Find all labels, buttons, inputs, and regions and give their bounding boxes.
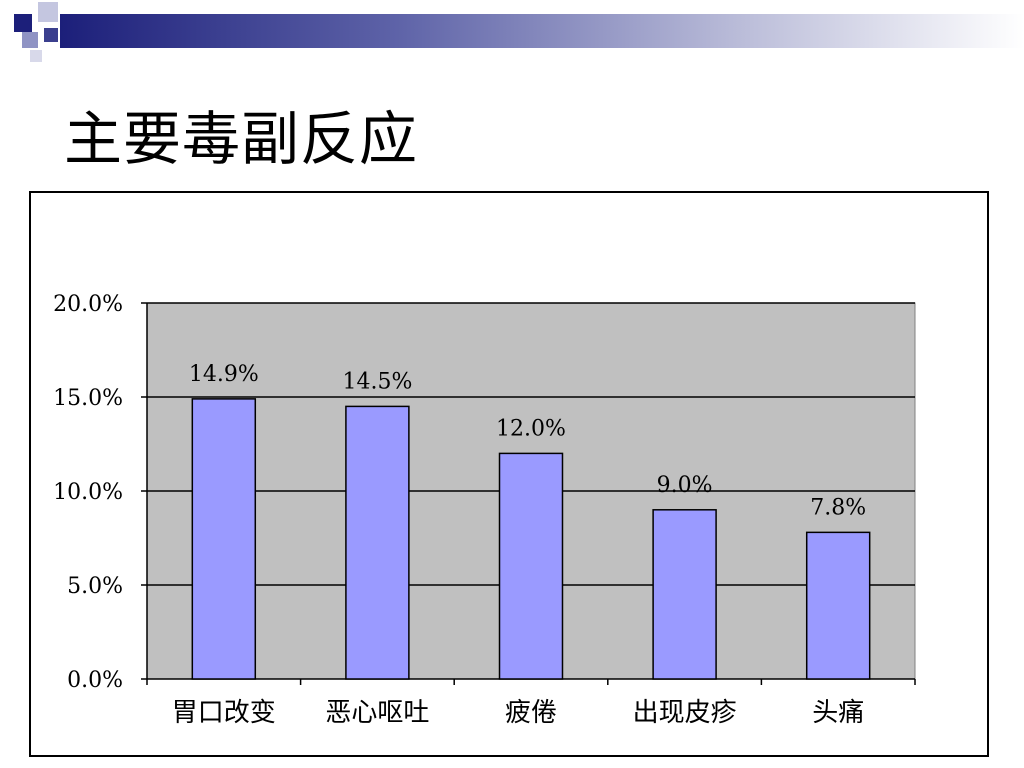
page-title: 主要毒副反应: [64, 105, 419, 173]
category-label: 恶心呕吐: [325, 698, 429, 728]
bar: [805, 531, 871, 680]
y-tick-label: 0.0%: [67, 668, 123, 693]
decorative-square: [30, 50, 42, 62]
decorative-square: [44, 28, 58, 42]
bar-chart: 0.0% 5.0% 10.0% 15.0% 20.0% 14.9% 胃口改变 14.5% 恶心呕…: [53, 292, 916, 728]
chart-frame: 0.0% 5.0% 10.0% 15.0% 20.0% 14.9% 胃口改变 14.5% 恶心呕…: [29, 191, 989, 757]
decorative-square: [14, 14, 32, 32]
header-band: [60, 14, 1024, 48]
data-label: 14.5%: [342, 369, 412, 394]
bar: [345, 405, 410, 680]
y-tick-label: 15.0%: [53, 386, 123, 411]
data-label: 14.9%: [189, 362, 259, 387]
y-tick-label: 5.0%: [67, 574, 123, 599]
data-label: 7.8%: [810, 495, 866, 520]
category-label: 出现皮疹: [633, 698, 737, 728]
category-label: 头痛: [812, 698, 864, 728]
data-label: 9.0%: [657, 473, 713, 498]
category-label: 疲倦: [505, 698, 557, 728]
bar: [498, 452, 564, 680]
bar: [191, 398, 257, 680]
decorative-square: [38, 2, 58, 22]
bar: [652, 509, 717, 680]
data-label: 12.0%: [496, 416, 566, 441]
decorative-square: [22, 32, 38, 48]
y-tick-label: 20.0%: [53, 292, 123, 317]
category-label: 胃口改变: [172, 698, 276, 728]
y-tick-label: 10.0%: [53, 480, 123, 505]
